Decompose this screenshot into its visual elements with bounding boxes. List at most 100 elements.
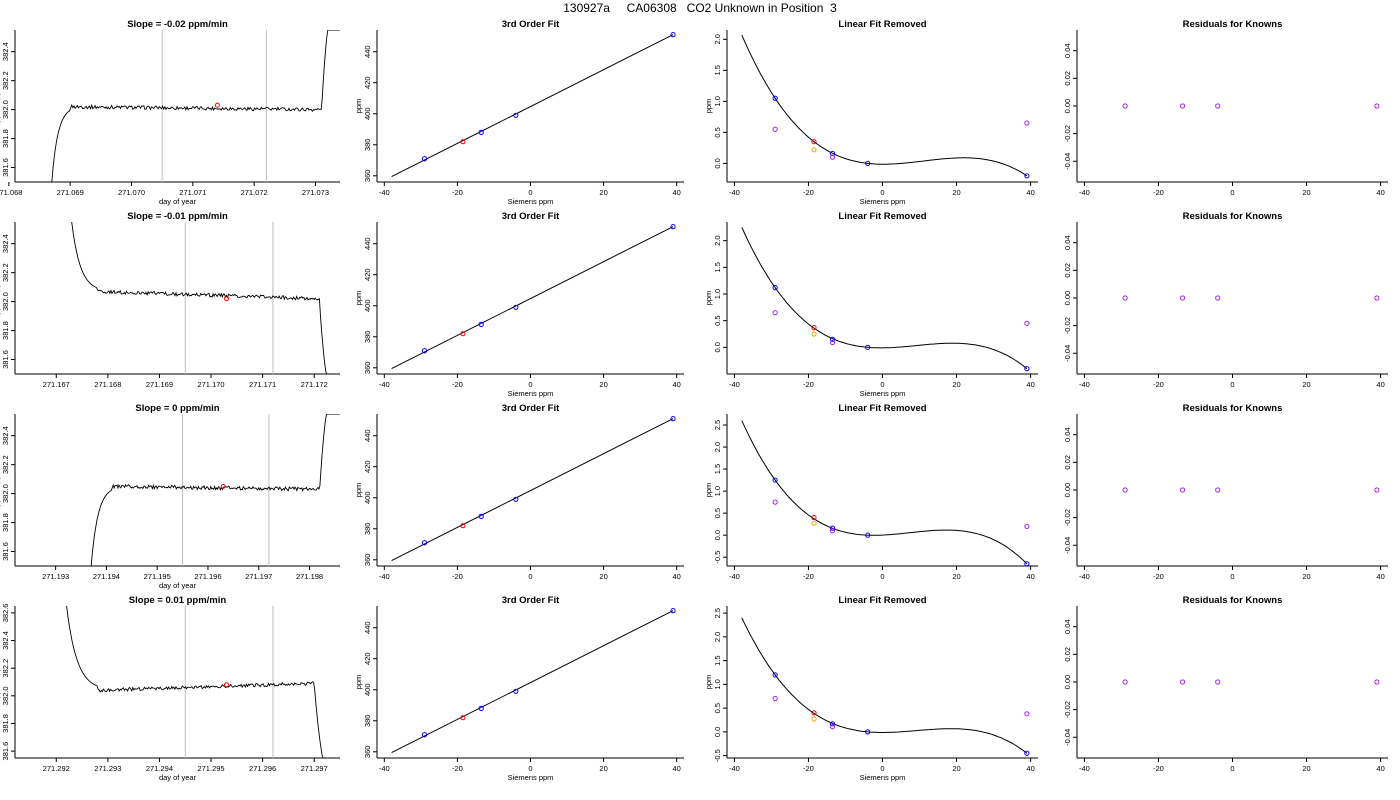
y-tick-label: 382.4	[1, 234, 10, 253]
x-tick-label: -40	[379, 380, 390, 389]
axes	[726, 222, 1038, 375]
mean-point-marker	[224, 296, 230, 302]
y-tick-label: 0.02	[1063, 455, 1072, 470]
chart-panel-r2c3: Linear Fit Removed -40 -20 0 20 40 0.0 0.5 1.0 1.…	[704, 211, 1038, 398]
panel-title: Residuals for Knowns	[1183, 403, 1283, 414]
data-point	[421, 348, 428, 354]
chart-panel-r2c2: 3rd Order Fit -40 -20 0 20 40 360 380 400 420 440 S…	[354, 211, 684, 398]
data-point	[1122, 487, 1128, 493]
data-point	[811, 710, 817, 716]
x-tick-label: -40	[1079, 380, 1090, 389]
plot-area	[1122, 295, 1380, 301]
data-point	[865, 729, 871, 735]
x-tick-label: 40	[1026, 572, 1034, 581]
y-axis-label: approx. ppm	[0, 85, 1, 127]
data-point	[460, 523, 466, 529]
y-axis-label: ppm	[704, 99, 713, 114]
y-tick-label: 1.0	[713, 486, 722, 496]
x-tick-label: 271.195	[144, 572, 171, 581]
data-point	[1374, 679, 1380, 685]
plot-area	[741, 227, 1030, 372]
data-point	[811, 325, 817, 331]
plot-area	[66, 606, 340, 758]
y-axis-label: ppm	[354, 99, 363, 114]
x-tick-label: 20	[599, 572, 607, 581]
chart-panel-r4c2: 3rd Order Fit -40 -20 0 20 40 360 380 400 420 440 S…	[354, 595, 684, 782]
ppm-trace-line	[71, 222, 340, 374]
y-tick-label: 380	[363, 523, 372, 536]
chart-panel-r3c2: 3rd Order Fit -40 -20 0 20 40 360 380 400 420 440 p…	[354, 403, 684, 581]
y-tick-label: 1.0	[713, 289, 722, 299]
x-tick-label: 271.194	[93, 572, 120, 581]
y-tick-label: 0.04	[1063, 235, 1072, 250]
panel-title: 3rd Order Fit	[502, 211, 560, 222]
plot-area	[90, 414, 340, 566]
x-tick-label: 271.297	[301, 764, 328, 773]
y-tick-label: 400	[363, 107, 372, 120]
chart-panel-r3c3: Linear Fit Removed -40 -20 0 20 40 -0.5 0.0 0.5 1…	[704, 403, 1038, 581]
panel-title: Residuals for Knowns	[1183, 595, 1283, 606]
x-tick-label: -20	[452, 572, 463, 581]
x-axis-label: Siemens ppm	[860, 773, 906, 782]
x-tick-label: 40	[1026, 380, 1034, 389]
data-point	[513, 688, 519, 694]
y-tick-label: 382.0	[1, 100, 10, 119]
data-point	[1122, 679, 1128, 685]
page-title: 130927a CA06308 CO2 Unknown in Position …	[563, 1, 837, 15]
chart-panel-r4c3: Linear Fit Removed -40 -20 0 20 40 -0.5 0.0 0.5 1…	[704, 595, 1038, 782]
panel-title: Slope = 0 ppm/min	[135, 403, 219, 414]
plot-area	[71, 222, 340, 374]
y-tick-label: 2.5	[713, 608, 722, 618]
ppm-trace-line	[66, 606, 340, 758]
y-tick-label: 382.4	[1, 631, 10, 650]
y-tick-label: 440	[363, 45, 372, 58]
x-tick-label: 0	[880, 380, 884, 389]
y-tick-label: 1.5	[713, 65, 722, 75]
fit-line	[391, 418, 674, 562]
fit-line	[391, 34, 674, 178]
y-tick-label: 0.00	[1063, 675, 1072, 690]
chart-panel-r3c1: Slope = 0 ppm/min 271.193 271.194 271.195 27…	[0, 403, 340, 590]
axes	[1076, 30, 1388, 183]
data-point	[772, 499, 778, 505]
axes	[726, 30, 1038, 183]
data-point	[1024, 120, 1030, 126]
x-tick-label: 0	[1230, 764, 1234, 773]
data-point	[1179, 295, 1186, 301]
x-tick-label: 271.071	[179, 188, 206, 197]
y-tick-label: -0.02	[1063, 701, 1072, 718]
x-tick-label: 271.294	[146, 764, 173, 773]
y-tick-label: -0.04	[1063, 345, 1072, 362]
x-tick-label: 40	[1376, 380, 1384, 389]
x-tick-label: 0	[1230, 380, 1234, 389]
panel-title: 3rd Order Fit	[502, 403, 560, 414]
panel-title: 3rd Order Fit	[502, 595, 560, 606]
data-point	[513, 496, 519, 502]
x-tick-label: 40	[673, 572, 681, 581]
mean-point-marker	[214, 102, 220, 108]
data-point	[460, 139, 466, 145]
y-tick-label: 1.0	[713, 96, 722, 106]
panel-title: Residuals for Knowns	[1183, 211, 1283, 222]
x-tick-label: -20	[1153, 380, 1164, 389]
x-tick-label: 271.197	[245, 572, 272, 581]
data-point	[460, 331, 466, 337]
y-tick-label: 400	[363, 683, 372, 696]
y-tick-label: 381.6	[1, 350, 10, 369]
y-tick-label: 2.0	[713, 632, 722, 642]
data-point	[772, 672, 778, 678]
y-tick-label: 382.0	[1, 292, 10, 311]
plot-area	[1122, 487, 1380, 493]
data-point	[829, 339, 836, 346]
axes	[14, 414, 340, 567]
y-tick-label: -0.02	[1063, 125, 1072, 142]
x-tick-label: 271.170	[197, 380, 224, 389]
y-tick-label: 400	[363, 491, 372, 504]
axes	[14, 606, 340, 759]
x-tick-label: 271.072	[241, 188, 268, 197]
y-tick-label: 1.5	[713, 262, 722, 272]
y-axis-label: ppm	[354, 675, 363, 690]
cubic-fit-curve	[741, 617, 1028, 754]
data-point	[1024, 750, 1030, 756]
y-axis-label: approx. ppm	[0, 469, 1, 511]
